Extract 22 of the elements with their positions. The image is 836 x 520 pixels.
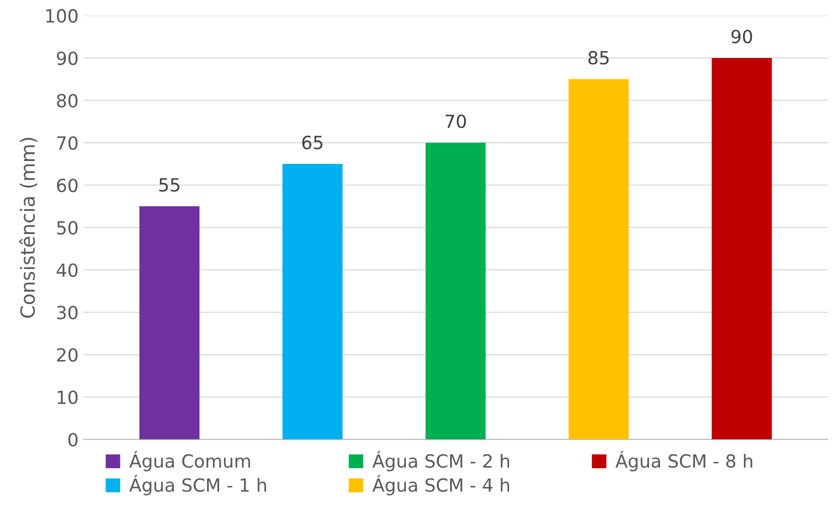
legend-label: Água SCM - 2 h	[372, 450, 510, 472]
data-label: 55	[159, 178, 180, 192]
data-label: 90	[731, 30, 752, 44]
y-tick-label: 20	[57, 348, 78, 362]
y-axis-title: Consistência (mm)	[19, 138, 38, 318]
y-tick-label: 50	[57, 220, 78, 235]
data-label: 70	[446, 114, 466, 128]
legend-label: Água SCM - 4 h	[372, 474, 510, 496]
data-label: 65	[302, 136, 322, 150]
data-label: 85	[588, 50, 609, 65]
y-tick-label: 0	[68, 432, 78, 447]
y-tick-label: 30	[57, 306, 78, 320]
y-tick-label: 90	[56, 51, 78, 66]
y-tick-label: 60	[57, 178, 78, 192]
y-tick-label: 70	[57, 136, 78, 150]
legend-label: Água Comum	[129, 450, 250, 472]
y-tick-label: 10	[58, 390, 78, 404]
legend-label: Água SCM - 8 h	[615, 450, 752, 472]
legend-label: Água SCM - 1 h	[129, 474, 266, 496]
y-tick-label: 40	[56, 263, 78, 277]
y-tick-label: 100	[46, 9, 78, 23]
y-tick-label: 80	[56, 94, 78, 108]
